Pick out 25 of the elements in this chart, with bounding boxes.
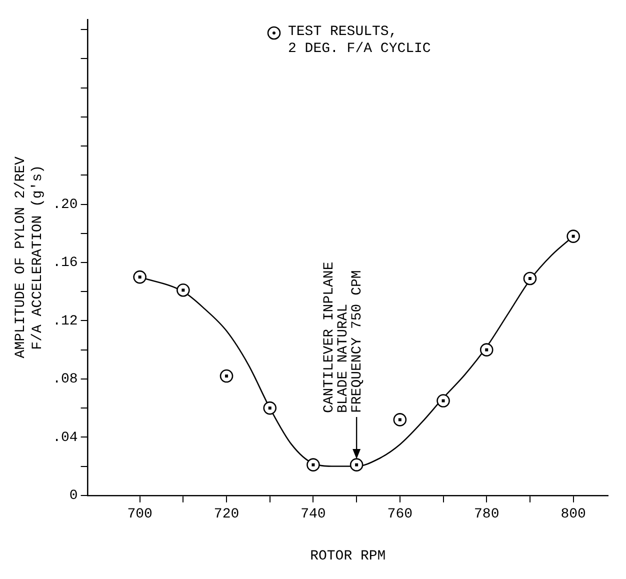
point — [480, 343, 494, 356]
y-tick-label: 0 — [69, 488, 78, 504]
x-tick-label: 720 — [214, 506, 240, 523]
x-tick-label: 780 — [474, 506, 500, 523]
x-tick-label: 740 — [300, 506, 326, 523]
point — [350, 458, 364, 472]
point — [523, 272, 537, 286]
point — [220, 369, 234, 383]
y-tick-label: .04 — [52, 430, 78, 446]
point — [133, 270, 146, 284]
annotation: CANTILEVER INPLANE BLADE NATURAL FREQUENCY 750 CPM — [321, 262, 366, 414]
x-tick-label: 700 — [127, 506, 152, 523]
y-tick-label: .08 — [52, 372, 78, 388]
y-tick-label: .12 — [52, 313, 78, 330]
point — [393, 413, 407, 426]
y-axis-title: AMPLITUDE OF PYLON 2/REV F/A ACCELERATION (g's) — [13, 156, 46, 358]
x-axis-title: ROTOR RPM — [310, 548, 386, 564]
y-tick-label: .16 — [52, 255, 78, 272]
point — [176, 284, 190, 297]
x-tick-label: 760 — [387, 506, 413, 523]
point — [436, 394, 450, 408]
point — [263, 401, 277, 415]
y-tick-label: .20 — [52, 196, 78, 213]
legend-label: TEST RESULTS, 2 DEG. F/A CYCLIC — [288, 24, 431, 58]
x-tick-label: 800 — [560, 506, 586, 523]
